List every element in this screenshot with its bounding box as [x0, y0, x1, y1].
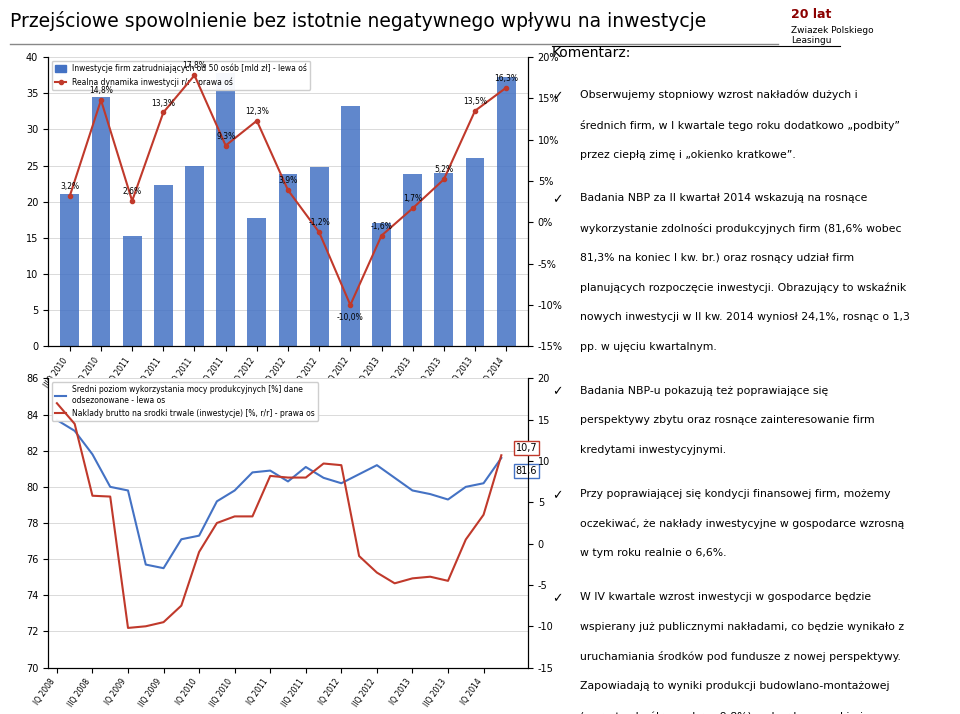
- Bar: [403, 174, 422, 346]
- Text: 5,2%: 5,2%: [434, 166, 453, 174]
- Text: 16,3%: 16,3%: [494, 74, 518, 83]
- Text: 13,5%: 13,5%: [463, 97, 487, 106]
- Text: 3,9%: 3,9%: [278, 176, 298, 185]
- Bar: [278, 174, 298, 346]
- Bar: [123, 236, 141, 346]
- Text: Obserwujemy stopniowy wzrost nakładów dużych i: Obserwujemy stopniowy wzrost nakładów du…: [580, 90, 857, 101]
- Text: wykorzystanie zdolności produkcyjnych firm (81,6% wobec: wykorzystanie zdolności produkcyjnych fi…: [580, 223, 901, 233]
- Text: -1,2%: -1,2%: [308, 218, 330, 227]
- Text: -1,6%: -1,6%: [371, 221, 393, 231]
- Bar: [497, 76, 516, 346]
- Text: 81,3% na koniec I kw. br.) oraz rosnący udział firm: 81,3% na koniec I kw. br.) oraz rosnący …: [580, 253, 854, 263]
- Text: 3,2%: 3,2%: [60, 182, 80, 191]
- Text: 20 lat: 20 lat: [791, 8, 831, 21]
- Text: w tym roku realnie o 6,6%.: w tym roku realnie o 6,6%.: [580, 548, 727, 558]
- Text: 12,3%: 12,3%: [245, 107, 269, 116]
- Bar: [341, 106, 360, 346]
- Bar: [466, 159, 485, 346]
- Text: ✓: ✓: [552, 488, 563, 502]
- Bar: [216, 73, 235, 346]
- Bar: [310, 167, 328, 346]
- Text: Badania NBP za II kwartał 2014 wskazują na rosnące: Badania NBP za II kwartał 2014 wskazują …: [580, 193, 867, 203]
- Text: 10,7: 10,7: [516, 443, 538, 453]
- Text: W IV kwartale wzrost inwestycji w gospodarce będzie: W IV kwartale wzrost inwestycji w gospod…: [580, 592, 871, 602]
- Text: przez ciepłą zimę i „okienko kratkowe”.: przez ciepłą zimę i „okienko kratkowe”.: [580, 149, 796, 159]
- Text: kredytami inwestycyjnymi.: kredytami inwestycyjnymi.: [580, 446, 726, 456]
- Text: ✓: ✓: [552, 90, 563, 103]
- Text: 17,8%: 17,8%: [182, 61, 206, 71]
- Bar: [372, 223, 391, 346]
- Text: pp. w ujęciu kwartalnym.: pp. w ujęciu kwartalnym.: [580, 342, 716, 352]
- Text: wspierany już publicznymi nakładami, co będzie wynikało z: wspierany już publicznymi nakładami, co …: [580, 622, 904, 632]
- Text: Badania NBP-u pokazują też poprawiające się: Badania NBP-u pokazują też poprawiające …: [580, 386, 828, 396]
- Text: ✓: ✓: [552, 193, 563, 206]
- Text: średnich firm, w I kwartale tego roku dodatkowo „podbity”: średnich firm, w I kwartale tego roku do…: [580, 120, 900, 131]
- Text: planujących rozpoczęcie inwestycji. Obrazujący to wskaźnik: planujących rozpoczęcie inwestycji. Obra…: [580, 283, 906, 293]
- Text: 81,6: 81,6: [516, 466, 537, 476]
- Text: 2,6%: 2,6%: [123, 187, 142, 196]
- Text: ✓: ✓: [552, 386, 563, 398]
- Bar: [154, 185, 173, 346]
- Text: uruchamiania środków pod fundusze z nowej perspektywy.: uruchamiania środków pod fundusze z nowe…: [580, 651, 900, 663]
- Text: Komentarz:: Komentarz:: [552, 46, 632, 61]
- Bar: [435, 173, 453, 346]
- Text: -10,0%: -10,0%: [337, 313, 364, 322]
- Text: oczekiwać, że nakłady inwestycyjne w gospodarce wzrosną: oczekiwać, że nakłady inwestycyjne w gos…: [580, 518, 904, 529]
- Bar: [91, 97, 110, 346]
- Text: (wzrost w I półroczu br. o 9,8%), z  bardzo wysokimi: (wzrost w I półroczu br. o 9,8%), z bard…: [580, 711, 863, 714]
- Text: Przejściowe spowolnienie bez istotnie negatywnego wpływu na inwestycje: Przejściowe spowolnienie bez istotnie ne…: [10, 11, 706, 31]
- Text: perspektywy zbytu oraz rosnące zainteresowanie firm: perspektywy zbytu oraz rosnące zainteres…: [580, 416, 875, 426]
- Text: Zapowiadają to wyniki produkcji budowlano-montażowej: Zapowiadają to wyniki produkcji budowlan…: [580, 681, 889, 691]
- Text: ✓: ✓: [552, 592, 563, 605]
- Text: Przy poprawiającej się kondycji finansowej firm, możemy: Przy poprawiającej się kondycji finansow…: [580, 488, 890, 498]
- Bar: [60, 194, 79, 346]
- Legend: Inwestycje firm zatrudniających od 50 osób [mld zł] - lewa oś, Realna dynamika i: Inwestycje firm zatrudniających od 50 os…: [52, 61, 310, 90]
- Bar: [185, 166, 204, 346]
- Legend: Sredni poziom wykorzystania mocy produkcyjnych [%] dane
odsezonowane - lewa os, : Sredni poziom wykorzystania mocy produkc…: [52, 382, 319, 421]
- Text: nowych inwestycji w II kw. 2014 wyniosł 24,1%, rosnąc o 1,3: nowych inwestycji w II kw. 2014 wyniosł …: [580, 312, 910, 322]
- Text: 13,3%: 13,3%: [152, 99, 176, 108]
- Text: Zwiazek Polskiego
Leasingu: Zwiazek Polskiego Leasingu: [791, 26, 874, 46]
- Text: 9,3%: 9,3%: [216, 131, 235, 141]
- Text: 14,8%: 14,8%: [89, 86, 113, 95]
- Text: 1,7%: 1,7%: [403, 194, 422, 203]
- Bar: [248, 218, 266, 346]
